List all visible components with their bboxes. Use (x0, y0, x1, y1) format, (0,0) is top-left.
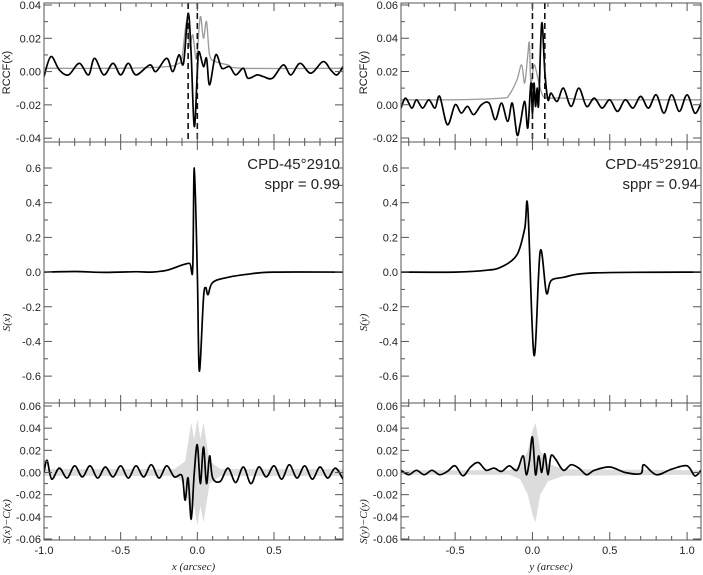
y-tick-label: 0.02 (20, 445, 41, 457)
series-line-gray (44, 16, 343, 70)
panel-rb: -0.06 -0.04 -0.02 0.00 0.02 0.04 0.06 -0.5 0.0 0.… (358, 401, 702, 573)
plot-area (401, 422, 701, 523)
x-tick-label: 0.5 (602, 545, 617, 557)
y-tick-label: 0.00 (20, 67, 41, 79)
y-tick-label: -0.02 (16, 490, 41, 502)
y-tick-label: 0.2 (383, 232, 398, 244)
y-tick-label: 0.06 (377, 0, 398, 12)
plot-area (401, 200, 701, 357)
series-line-black (401, 436, 701, 477)
y-tick-label: 0.6 (383, 163, 398, 175)
x-tick-label: 0.0 (190, 545, 205, 557)
plot-area (44, 3, 343, 142)
y-tick-label: 0.04 (20, 423, 41, 435)
y-tick-label: -0.06 (373, 534, 398, 546)
series-line-black (44, 443, 343, 520)
axes-frame (43, 402, 344, 541)
x-tick-label: -0.5 (111, 545, 130, 557)
y-tick-label: 0.0 (383, 267, 398, 279)
sppr-annotation: sppr = 0.99 (265, 176, 340, 193)
y-tick-label: 0.02 (377, 445, 398, 457)
panel-rm: -0.6 -0.4 -0.2 0.0 0.2 0.4 0.6 S(y) CPD-45°2910 s… (358, 141, 702, 404)
y-tick-label: -0.4 (22, 336, 41, 348)
axes-frame (400, 402, 702, 541)
star-name-annotation: CPD-45°2910 (605, 156, 698, 173)
x-tick-label: 1.0 (679, 545, 694, 557)
y-axis-label: RCCF(x) (1, 51, 13, 94)
y-tick-label: -0.02 (373, 490, 398, 502)
y-tick-label: 0.04 (20, 0, 41, 12)
x-axis-label: x (arcsec) (171, 561, 216, 573)
y-tick-label: -0.2 (22, 302, 41, 314)
y-axis-label: RCCF(y) (358, 51, 370, 94)
plot-area (44, 419, 343, 526)
x-tick-label: -1.0 (35, 545, 54, 557)
y-tick-label: 0.0 (26, 267, 41, 279)
y-tick-label: 0.4 (383, 198, 398, 210)
plot-area (401, 3, 701, 142)
y-tick-label: 0.06 (20, 401, 41, 413)
y-tick-label: -0.4 (379, 336, 398, 348)
series-line-black (401, 200, 701, 357)
series-line-black (44, 167, 343, 372)
star-name-annotation: CPD-45°2910 (247, 156, 340, 173)
x-tick-label: 0.5 (266, 545, 281, 557)
y-tick-label: -0.6 (379, 371, 398, 383)
y-tick-label: -0.04 (16, 512, 41, 524)
y-tick-label: 0.00 (377, 100, 398, 112)
y-tick-label: -0.04 (373, 512, 398, 524)
y-tick-label: -0.2 (379, 302, 398, 314)
series-line-black (44, 12, 343, 128)
y-axis-label: S(y)−C(y) (358, 499, 370, 544)
uncertainty-envelope (401, 422, 701, 523)
y-axis-label: S(y) (358, 313, 370, 331)
sppr-annotation: sppr = 0.94 (623, 176, 698, 193)
panel-lt: -0.04 -0.02 0.00 0.02 0.04 RCCF(x) (1, 0, 344, 145)
plot-area (44, 167, 343, 372)
y-tick-label: -0.04 (16, 133, 41, 145)
y-tick-label: 0.4 (26, 198, 41, 210)
panel-lm: -0.6 -0.4 -0.2 0.0 0.2 0.4 0.6 S(x) CPD-45°2910 s… (1, 141, 344, 404)
y-tick-label: -0.02 (373, 133, 398, 145)
y-tick-label: 0.00 (377, 467, 398, 479)
y-tick-label: -0.6 (22, 371, 41, 383)
x-axis-label: y (arcsec) (528, 561, 573, 573)
y-axis-label: S(x)−C(x) (1, 499, 13, 544)
y-tick-label: 0.02 (377, 67, 398, 79)
y-tick-label: 0.04 (377, 33, 398, 45)
y-tick-label: 0.06 (377, 401, 398, 413)
x-tick-label: -0.5 (446, 545, 465, 557)
y-tick-label: -0.06 (16, 534, 41, 546)
x-tick-label: 0.0 (525, 545, 540, 557)
y-tick-label: 0.02 (20, 33, 41, 45)
y-tick-label: 0.6 (26, 163, 41, 175)
panel-rt: -0.02 0.00 0.02 0.04 0.06 RCCF(y) (358, 0, 702, 145)
panel-lb: -0.06 -0.04 -0.02 0.00 0.02 0.04 0.06 -1.0 -0.5 0… (1, 401, 344, 573)
y-axis-label: S(x) (1, 313, 13, 331)
series-line-gray (401, 41, 701, 101)
y-tick-label: 0.00 (20, 467, 41, 479)
y-tick-label: 0.2 (26, 232, 41, 244)
y-tick-label: 0.04 (377, 423, 398, 435)
series-line-black (401, 22, 701, 137)
y-tick-label: -0.02 (16, 100, 41, 112)
